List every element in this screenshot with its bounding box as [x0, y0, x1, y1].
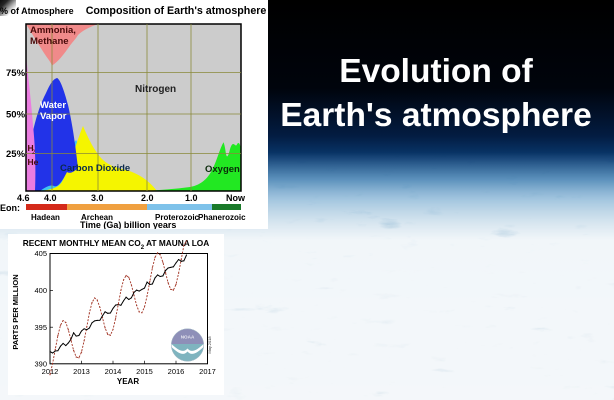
- svg-text:He: He: [28, 157, 39, 167]
- svg-text:Phanerozoic: Phanerozoic: [198, 213, 246, 222]
- svg-text:4.0: 4.0: [44, 193, 57, 203]
- svg-text:25%: 25%: [6, 149, 26, 160]
- svg-text:4.6: 4.6: [17, 193, 30, 203]
- svg-text:Ammonia,: Ammonia,: [30, 25, 76, 36]
- svg-text:Methane: Methane: [30, 36, 69, 47]
- svg-text:Time (Ga) billion years: Time (Ga) billion years: [80, 220, 176, 229]
- svg-text:PARTS PER MILLION: PARTS PER MILLION: [11, 274, 20, 349]
- svg-text:Carbon Dioxide: Carbon Dioxide: [60, 163, 130, 174]
- svg-text:2013: 2013: [73, 367, 90, 376]
- svg-text:Oxygen: Oxygen: [205, 164, 240, 175]
- svg-text:50%: 50%: [6, 110, 26, 121]
- svg-text:Water: Water: [40, 100, 66, 111]
- svg-text:2017: 2017: [199, 367, 216, 376]
- svg-text:2014: 2014: [105, 367, 122, 376]
- svg-text:395: 395: [34, 323, 47, 332]
- svg-text:Now: Now: [226, 193, 246, 203]
- svg-text:YEAR: YEAR: [117, 377, 139, 386]
- svg-text:Composition of Earth's atmosph: Composition of Earth's atmosphere: [86, 5, 267, 17]
- svg-text:Vapor: Vapor: [40, 111, 67, 122]
- svg-text:2016: 2016: [168, 367, 185, 376]
- svg-text:Hadean: Hadean: [31, 213, 60, 222]
- svg-text:405: 405: [34, 249, 47, 258]
- svg-text:400: 400: [34, 286, 47, 295]
- svg-text:2015: 2015: [136, 367, 153, 376]
- svg-text:2.0: 2.0: [141, 193, 154, 203]
- svg-text:May.2018: May.2018: [207, 336, 212, 354]
- svg-text:Eon:: Eon:: [0, 203, 20, 213]
- svg-text:75%: 75%: [6, 68, 26, 79]
- svg-text:1.0: 1.0: [185, 193, 198, 203]
- svg-text:NOAA: NOAA: [181, 335, 195, 340]
- svg-text:3.0: 3.0: [91, 193, 104, 203]
- svg-text:Nitrogen: Nitrogen: [135, 84, 176, 95]
